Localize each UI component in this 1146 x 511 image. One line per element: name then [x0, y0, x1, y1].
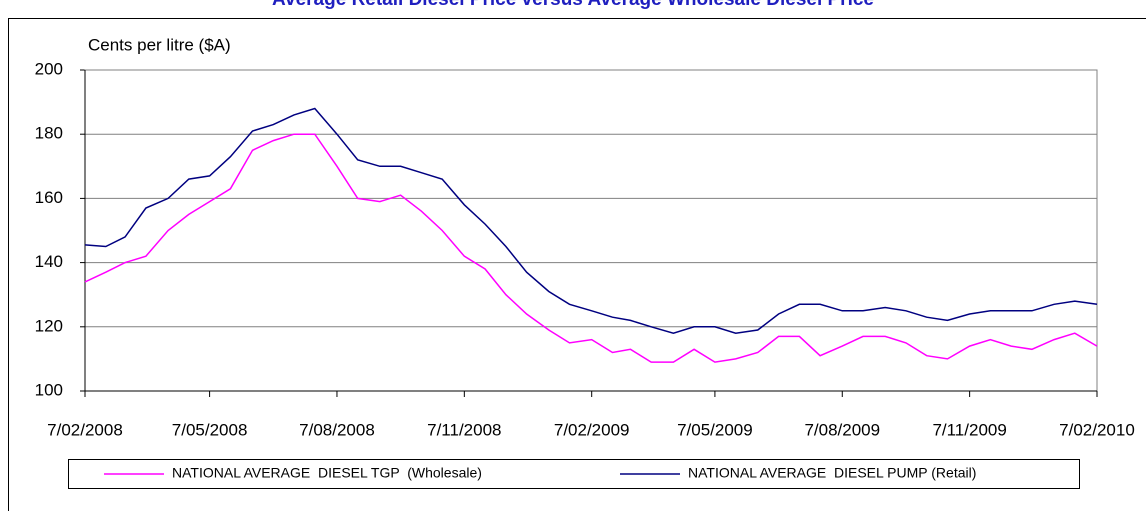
- legend-box: [68, 459, 1080, 489]
- legend-label: NATIONAL AVERAGE DIESEL TGP (Wholesale): [172, 465, 482, 481]
- chart-title: Average Retail Diesel Price versus Avera…: [272, 0, 874, 10]
- y-tick-label: 140: [35, 252, 63, 271]
- x-tick-label: 7/08/2009: [804, 420, 880, 439]
- y-tick-label: 160: [35, 188, 63, 207]
- plot-border: [84, 69, 1098, 392]
- x-tick-label: 7/05/2009: [677, 420, 753, 439]
- x-tick-label: 7/11/2008: [427, 420, 501, 439]
- x-tick-label: 7/02/2008: [47, 420, 123, 439]
- x-tick-label: 7/02/2010: [1059, 420, 1135, 439]
- chart-border: [8, 18, 1146, 511]
- y-axis-label: Cents per litre ($A): [88, 35, 231, 54]
- x-tick-label: 7/11/2009: [932, 420, 1006, 439]
- x-tick-label: 7/02/2009: [554, 420, 630, 439]
- x-tick-label: 7/08/2008: [299, 420, 375, 439]
- legend-label: NATIONAL AVERAGE DIESEL PUMP (Retail): [688, 465, 976, 481]
- y-tick-label: 100: [35, 380, 63, 399]
- x-tick-label: 7/05/2008: [172, 420, 248, 439]
- series-line: [84, 107, 1098, 334]
- y-tick-label: 200: [35, 59, 63, 78]
- y-tick-label: 120: [35, 316, 63, 335]
- y-tick-label: 180: [35, 124, 63, 143]
- series-line: [84, 133, 1098, 363]
